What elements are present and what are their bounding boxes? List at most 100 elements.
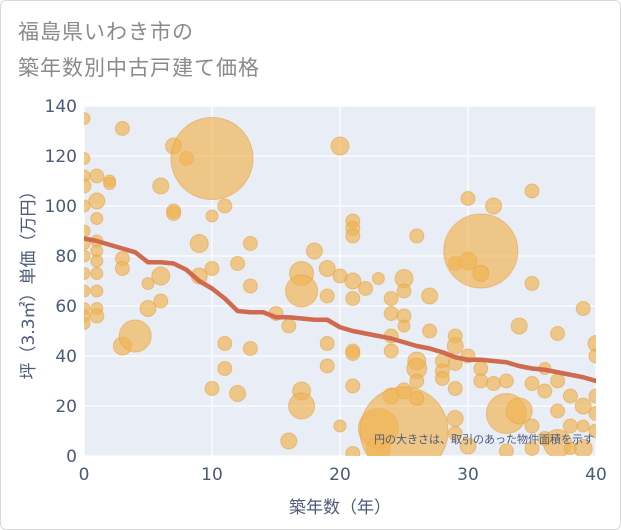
data-bubble[interactable] xyxy=(333,419,347,433)
data-bubble[interactable] xyxy=(485,197,503,215)
data-bubble[interactable] xyxy=(550,326,566,341)
data-bubble[interactable] xyxy=(397,319,411,333)
data-bubble[interactable] xyxy=(524,183,540,199)
data-bubble[interactable] xyxy=(217,198,233,214)
data-bubble[interactable] xyxy=(573,439,593,458)
data-bubble[interactable] xyxy=(90,284,104,298)
data-bubble[interactable] xyxy=(486,376,502,391)
data-bubble[interactable] xyxy=(396,283,412,299)
data-bubble[interactable] xyxy=(459,437,477,455)
data-bubble[interactable] xyxy=(434,371,450,386)
data-bubble[interactable] xyxy=(288,392,316,420)
data-bubble[interactable] xyxy=(447,426,463,441)
data-bubble[interactable] xyxy=(472,265,490,282)
data-bubble[interactable] xyxy=(281,318,297,334)
data-bubble[interactable] xyxy=(153,293,169,309)
data-bubble[interactable] xyxy=(498,373,514,389)
data-bubble[interactable] xyxy=(90,267,104,280)
data-bubble[interactable] xyxy=(90,254,104,268)
data-bubble[interactable] xyxy=(587,335,604,352)
data-bubble[interactable] xyxy=(409,391,425,406)
data-bubble[interactable] xyxy=(550,373,566,389)
data-bubble[interactable] xyxy=(576,419,590,433)
data-bubble[interactable] xyxy=(78,249,91,263)
data-bubble[interactable] xyxy=(383,343,399,359)
data-bubble[interactable] xyxy=(242,278,258,294)
data-bubble[interactable] xyxy=(510,317,528,335)
data-bubble[interactable] xyxy=(588,423,603,439)
data-bubble[interactable] xyxy=(242,341,258,356)
data-bubble[interactable] xyxy=(588,406,603,421)
data-bubble[interactable] xyxy=(78,284,91,298)
data-bubble[interactable] xyxy=(78,112,91,125)
data-bubble[interactable] xyxy=(229,385,247,402)
data-bubble[interactable] xyxy=(344,272,362,290)
data-bubble[interactable] xyxy=(345,291,361,306)
data-bubble[interactable] xyxy=(280,432,298,450)
data-bubble[interactable] xyxy=(446,337,464,355)
data-bubble[interactable] xyxy=(217,361,233,376)
data-bubble[interactable] xyxy=(88,192,106,210)
data-bubble[interactable] xyxy=(371,272,385,285)
data-bubble[interactable] xyxy=(330,136,350,156)
data-bubble[interactable] xyxy=(78,267,91,280)
data-bubble[interactable] xyxy=(319,336,335,351)
data-bubble[interactable] xyxy=(588,388,603,404)
data-bubble[interactable] xyxy=(421,287,439,305)
data-bubble[interactable] xyxy=(204,381,220,396)
data-bubble[interactable] xyxy=(345,228,361,244)
data-bubble[interactable] xyxy=(189,234,209,253)
data-bubble[interactable] xyxy=(383,291,399,306)
data-bubble[interactable] xyxy=(152,177,170,195)
data-bubble[interactable] xyxy=(443,213,519,289)
data-bubble[interactable] xyxy=(498,443,514,458)
data-bubble[interactable] xyxy=(562,388,578,404)
data-bubble[interactable] xyxy=(205,209,219,223)
data-bubble[interactable] xyxy=(318,260,336,277)
data-bubble[interactable] xyxy=(78,224,91,238)
data-bubble[interactable] xyxy=(77,178,92,194)
data-bubble[interactable] xyxy=(345,446,361,461)
data-bubble[interactable] xyxy=(114,121,130,136)
data-bubble[interactable] xyxy=(319,288,335,304)
data-bubble[interactable] xyxy=(345,346,361,361)
data-bubble[interactable] xyxy=(319,358,335,374)
data-bubble[interactable] xyxy=(537,383,553,399)
data-bubble[interactable] xyxy=(118,319,152,353)
data-bubble[interactable] xyxy=(562,418,578,434)
data-bubble[interactable] xyxy=(170,117,254,200)
data-bubble[interactable] xyxy=(473,361,489,376)
data-bubble[interactable] xyxy=(359,386,449,475)
data-bubble[interactable] xyxy=(524,276,540,291)
data-bubble[interactable] xyxy=(524,418,540,434)
data-bubble[interactable] xyxy=(524,376,540,391)
data-bubble[interactable] xyxy=(78,317,91,330)
data-bubble[interactable] xyxy=(588,348,603,364)
data-bubble[interactable] xyxy=(447,381,463,396)
data-bubble[interactable] xyxy=(103,177,117,190)
data-bubble[interactable] xyxy=(230,256,246,271)
data-bubble[interactable] xyxy=(473,373,489,389)
data-bubble[interactable] xyxy=(90,212,104,225)
data-bubble[interactable] xyxy=(114,261,130,276)
data-bubble[interactable] xyxy=(217,336,233,351)
data-bubble[interactable] xyxy=(446,410,464,427)
data-bubble[interactable] xyxy=(575,301,591,316)
data-bubble[interactable] xyxy=(151,266,171,286)
data-bubble[interactable] xyxy=(78,199,91,213)
data-bubble[interactable] xyxy=(89,308,105,324)
data-bubble[interactable] xyxy=(409,228,425,244)
data-bubble[interactable] xyxy=(285,274,319,308)
data-bubble[interactable] xyxy=(460,191,476,206)
data-bubble[interactable] xyxy=(139,300,157,317)
data-bubble[interactable] xyxy=(242,236,258,251)
data-bubble[interactable] xyxy=(524,441,540,456)
data-bubble[interactable] xyxy=(574,397,592,415)
data-bubble[interactable] xyxy=(345,378,361,394)
data-bubble[interactable] xyxy=(505,397,533,425)
data-bubble[interactable] xyxy=(78,152,91,165)
data-bubble[interactable] xyxy=(383,306,399,321)
data-bubble[interactable] xyxy=(166,206,182,221)
data-bubble[interactable] xyxy=(305,242,323,260)
data-bubble[interactable] xyxy=(204,261,220,276)
